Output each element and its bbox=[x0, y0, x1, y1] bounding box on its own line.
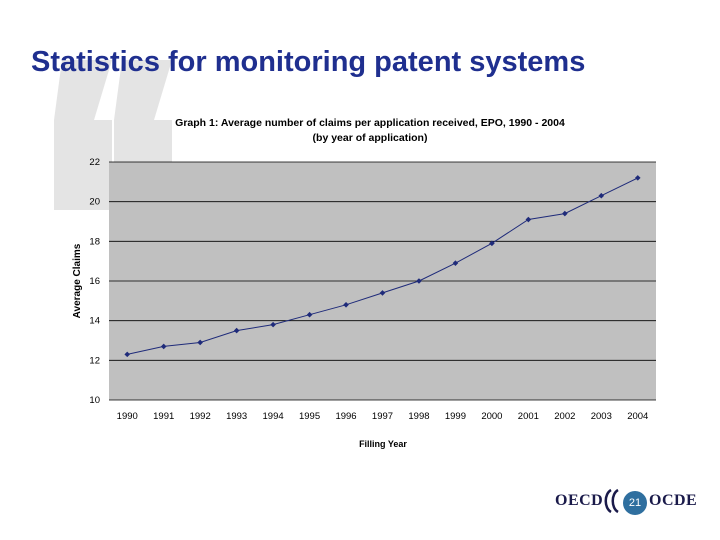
data-point bbox=[634, 175, 641, 181]
x-tick-label: 1992 bbox=[190, 411, 211, 422]
data-point bbox=[124, 351, 131, 358]
chart-title: Graph 1: Average number of claims per ap… bbox=[175, 117, 565, 129]
data-point bbox=[598, 192, 605, 199]
data-point bbox=[452, 260, 459, 266]
data-point bbox=[197, 339, 203, 346]
x-tick-label: 2004 bbox=[627, 411, 648, 422]
x-tick-label: 1998 bbox=[408, 411, 429, 422]
x-tick-label: 1997 bbox=[372, 411, 393, 422]
data-point bbox=[525, 216, 532, 223]
y-tick-label: 20 bbox=[89, 197, 100, 208]
data-point bbox=[379, 290, 386, 296]
y-tick-label: 16 bbox=[89, 276, 100, 287]
x-tick-label: 1991 bbox=[153, 411, 174, 422]
x-tick-label: 1995 bbox=[299, 411, 320, 422]
slide-title: Statistics for monitoring patent systems bbox=[31, 46, 586, 78]
data-point bbox=[306, 311, 313, 318]
data-point bbox=[489, 240, 495, 247]
data-point bbox=[160, 343, 167, 350]
x-tick-label: 1994 bbox=[263, 411, 284, 422]
y-tick-label: 22 bbox=[89, 157, 100, 168]
page-number-badge: 21 bbox=[623, 491, 647, 515]
x-tick-label: 2003 bbox=[591, 411, 612, 422]
x-tick-label: 1996 bbox=[335, 411, 356, 422]
x-tick-label: 2000 bbox=[481, 411, 502, 422]
chart-subtitle: (by year of application) bbox=[313, 132, 428, 144]
y-tick-label: 14 bbox=[89, 316, 100, 327]
y-tick-label: 12 bbox=[89, 355, 100, 366]
y-axis-label: Average Claims bbox=[72, 243, 83, 318]
data-point bbox=[233, 327, 240, 334]
y-tick-label: 18 bbox=[89, 236, 100, 247]
oecd-logo: OECD 21 OCDE bbox=[553, 486, 703, 518]
x-tick-label: 2002 bbox=[554, 411, 575, 422]
data-point bbox=[270, 321, 276, 328]
ocde-logo-text: OCDE bbox=[649, 492, 698, 509]
oecd-logo-text: OECD bbox=[555, 492, 604, 509]
x-tick-label: 2001 bbox=[518, 411, 539, 422]
data-point bbox=[562, 210, 568, 217]
oecd-emblem-icon bbox=[604, 488, 619, 514]
y-tick-label: 10 bbox=[89, 395, 100, 406]
data-point bbox=[416, 278, 422, 284]
x-tick-label: 1990 bbox=[117, 411, 138, 422]
data-point bbox=[343, 302, 349, 308]
x-axis-label: Filling Year bbox=[359, 439, 407, 449]
x-tick-label: 1993 bbox=[226, 411, 247, 422]
x-tick-label: 1999 bbox=[445, 411, 466, 422]
